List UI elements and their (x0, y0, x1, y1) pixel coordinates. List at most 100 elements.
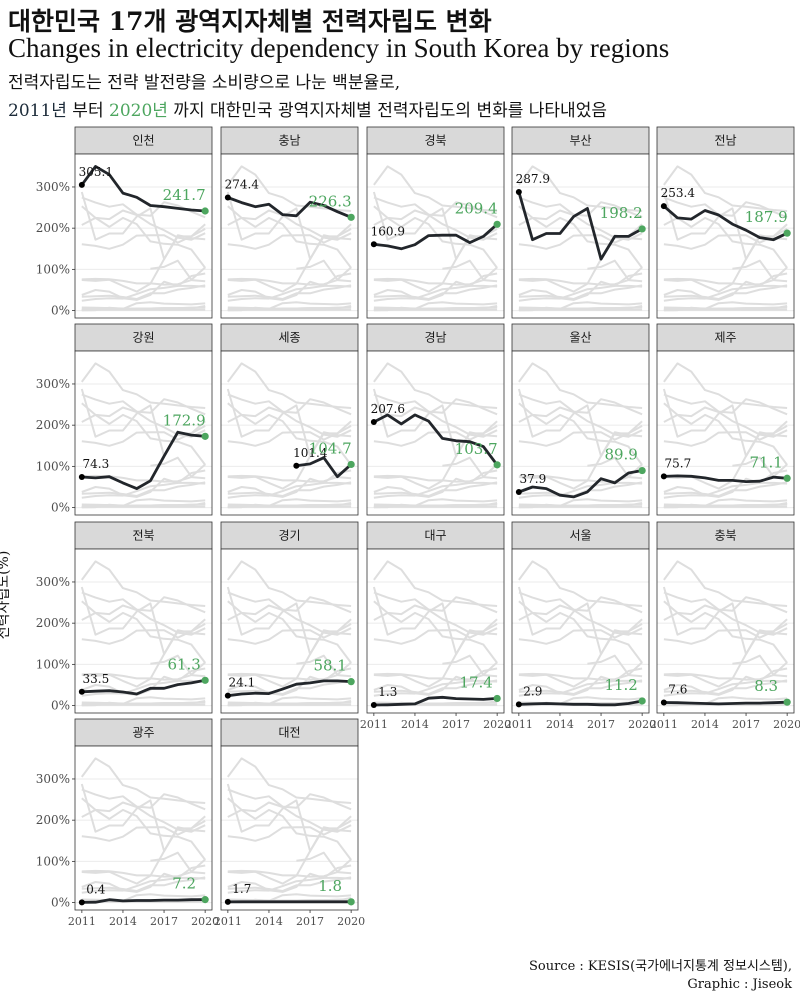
facet-panel: 대전 1.7 1.8 2011 2014 2017 2020 (214, 718, 365, 928)
panel-border (74, 745, 213, 911)
background-series-line (373, 679, 498, 695)
background-series-line (227, 679, 352, 695)
facet-strip (74, 521, 213, 550)
start-point (370, 241, 377, 248)
end-point (638, 466, 646, 475)
facet-strip-label: 경북 (424, 134, 446, 148)
end-point (347, 460, 355, 469)
background-series-line (663, 413, 788, 466)
end-value-label: 241.7 (163, 186, 206, 204)
background-series-line (518, 196, 643, 219)
start-point (515, 701, 522, 708)
x-tick-label: 2020 (337, 915, 365, 928)
background-series-line (227, 481, 352, 497)
background-series-line (663, 629, 788, 688)
end-point (201, 207, 209, 215)
x-tick-label: 2014 (546, 718, 574, 731)
start-point (370, 702, 377, 709)
background-series-line (81, 672, 206, 681)
background-series-line (663, 393, 788, 416)
background-series-line (373, 481, 498, 499)
start-value-label: 74.3 (82, 457, 109, 471)
end-value-label: 1.8 (318, 877, 342, 895)
facet-panel: 광주 0.4 7.2 0% 100% 200% 300% 2011 2014 2017 2020 (36, 718, 219, 928)
background-series-line (663, 679, 788, 695)
background-series-line (81, 469, 206, 498)
background-series-line (663, 600, 788, 636)
background-series-line (227, 876, 352, 892)
highlight-series-line (80, 678, 207, 696)
background-series-line (663, 402, 788, 438)
panel-border (511, 548, 650, 714)
background-series-line (518, 591, 643, 614)
end-value-label: 61.3 (167, 655, 200, 673)
background-series-line (227, 413, 352, 466)
facet-strip-label: 제주 (714, 331, 736, 345)
highlight-series-line (517, 190, 644, 261)
end-value-label: 104.7 (309, 439, 352, 457)
panel-border (220, 350, 359, 516)
background-series-line (663, 611, 788, 664)
background-series-line (373, 402, 498, 438)
end-point (783, 229, 791, 237)
background-series-line (373, 196, 498, 219)
x-tick-label: 2014 (255, 915, 283, 928)
background-series-line (227, 629, 352, 688)
end-value-label: 89.9 (604, 446, 637, 464)
facet-strip (74, 718, 213, 747)
end-point (783, 474, 791, 482)
background-series-line (373, 272, 498, 301)
start-value-label: 305.1 (79, 165, 113, 179)
background-series-line (81, 600, 206, 636)
background-series-line (81, 788, 206, 811)
start-point (78, 688, 85, 695)
highlight-series-line (662, 474, 789, 484)
start-value-label: 37.9 (519, 472, 546, 486)
end-value-label: 209.4 (455, 199, 498, 217)
background-series-line (518, 667, 643, 696)
background-series-line (518, 672, 643, 681)
highlight-series-line (517, 469, 644, 499)
x-tick-label: 2011 (650, 718, 678, 731)
x-tick-label: 2020 (191, 915, 219, 928)
facet-strip (656, 126, 795, 155)
facet-panel: 충북 7.6 8.3 2011 2014 2017 2020 (650, 521, 800, 731)
y-tick-label: 200% (36, 813, 70, 827)
facet-strip-label: 대구 (424, 529, 446, 543)
background-series-line (373, 431, 498, 490)
background-series-line (663, 277, 788, 286)
background-series-line (227, 672, 352, 681)
x-tick-label: 2017 (587, 718, 615, 731)
background-series-line (227, 205, 352, 241)
x-tick-label: 2020 (483, 718, 511, 731)
background-series-line (518, 679, 643, 697)
highlight-series-line (662, 204, 789, 242)
end-point (638, 697, 646, 705)
background-series-line (518, 431, 643, 490)
facet-strip-label: 인천 (132, 133, 154, 148)
background-series-line (81, 205, 206, 241)
background-series-line (81, 216, 206, 269)
background-series-line (81, 413, 206, 466)
background-series-line (227, 393, 352, 416)
y-tick-label: 100% (36, 262, 70, 276)
highlight-series-line (226, 196, 353, 219)
background-series-line (518, 679, 643, 695)
x-tick-label: 2014 (401, 718, 429, 731)
background-series-line (81, 629, 206, 688)
background-series-line (373, 672, 498, 681)
background-series-line (373, 611, 498, 664)
start-value-label: 101.4 (293, 446, 328, 460)
background-series-line (373, 277, 498, 286)
end-point (493, 220, 501, 228)
background-series-line (227, 277, 352, 286)
background-series-line (227, 611, 352, 664)
background-series-line (81, 277, 206, 286)
background-series-line (227, 469, 352, 498)
background-series-line (518, 284, 643, 300)
x-tick-label: 2020 (628, 718, 656, 731)
start-point (660, 699, 667, 706)
start-point (370, 419, 377, 426)
background-series-line (518, 393, 643, 416)
facet-panel: 인천 305.1 241.7 0% 100% 200% 300% (36, 126, 213, 319)
